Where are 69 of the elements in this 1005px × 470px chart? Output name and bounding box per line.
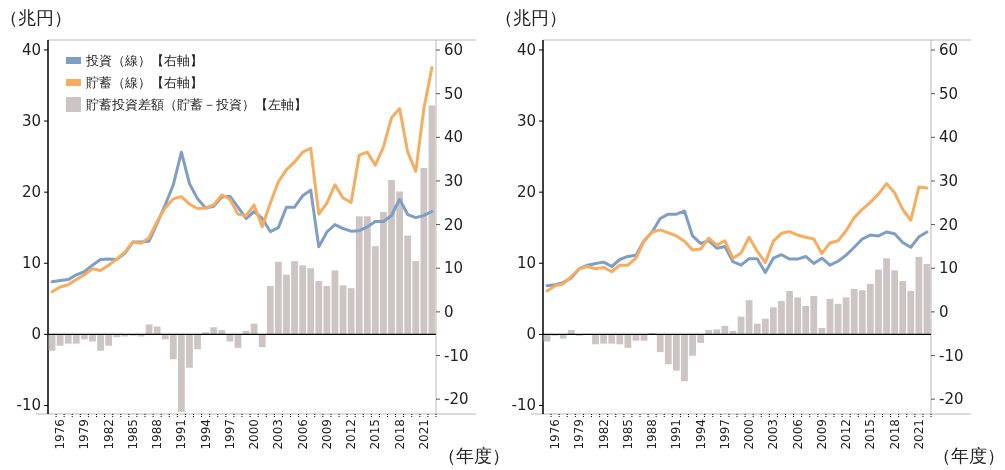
y2-tick-label: -20: [939, 390, 964, 409]
y2-tick-label: 10: [939, 259, 959, 278]
x-tick-label: 1985: [620, 419, 635, 450]
x-axis-title: （年度）: [438, 445, 510, 466]
y-tick-label: 0: [526, 325, 536, 344]
x-tick-label: 2000: [742, 419, 757, 450]
y-tick-label: 20: [21, 183, 41, 202]
legend-label: 貯蓄投資差額（貯蓄－投資）【左軸】: [86, 97, 307, 112]
x-tick-label: 2003: [766, 419, 781, 450]
y-tick-label: 30: [21, 112, 41, 131]
y2-tick-label: 30: [444, 171, 464, 190]
x-tick-label: 1982: [596, 419, 611, 450]
y2-tick-label: -10: [939, 346, 964, 365]
x-tick-label: 1994: [198, 419, 213, 450]
x-tick-label: 1979: [77, 419, 92, 450]
y2-tick-label: 10: [444, 259, 464, 278]
x-tick-label: 1976: [548, 419, 563, 450]
y2-tick-label: 0: [939, 302, 949, 321]
y-tick-label: 0: [31, 325, 41, 344]
y2-tick-label: 60: [939, 41, 959, 60]
x-tick-label: 2021: [911, 419, 926, 450]
x-tick-label: 1982: [101, 419, 116, 450]
x-tick-label: 1976: [53, 419, 68, 450]
y-tick-label: 10: [21, 254, 41, 273]
y-tick-label: 20: [516, 183, 536, 202]
y-tick-label: 30: [516, 112, 536, 131]
y-tick-label: 10: [516, 254, 536, 273]
x-tick-label: 2006: [295, 419, 310, 450]
x-tick-label: 1988: [150, 419, 165, 450]
x-tick-label: 2009: [814, 419, 829, 450]
x-tick-label: 2021: [416, 419, 431, 450]
x-tick-label: 2006: [790, 419, 805, 450]
x-tick-label: 1997: [222, 419, 237, 450]
y-tick-label: -10: [511, 396, 536, 415]
x-tick-label: 2009: [319, 419, 334, 450]
x-tick-label: 2015: [368, 419, 383, 450]
y-axis-title: （兆円）: [0, 7, 72, 28]
y2-tick-label: 40: [939, 128, 959, 147]
x-tick-label: 1994: [693, 419, 708, 450]
y2-tick-label: -10: [444, 346, 469, 365]
y2-tick-label: 30: [939, 171, 959, 190]
x-tick-label: 1988: [645, 419, 660, 450]
y-axis-title: （兆円）: [495, 7, 567, 28]
y2-tick-label: 50: [444, 84, 464, 103]
x-tick-label: 2015: [863, 419, 878, 450]
y2-tick-label: 60: [444, 41, 464, 60]
y2-tick-label: 0: [444, 302, 454, 321]
y-tick-label: -10: [16, 396, 41, 415]
x-tick-label: 2012: [839, 419, 854, 450]
x-tick-label: 1991: [174, 419, 189, 450]
y2-tick-label: 40: [444, 128, 464, 147]
y2-tick-label: 20: [444, 215, 464, 234]
x-tick-label: 2018: [887, 419, 902, 450]
x-tick-label: 2003: [271, 419, 286, 450]
x-tick-label: 2018: [392, 419, 407, 450]
y2-tick-label: 20: [939, 215, 959, 234]
legend-label: 投資（線）【右軸】: [85, 53, 203, 68]
x-axis-title: （年度）: [933, 445, 1005, 466]
y-tick-label: 40: [21, 40, 41, 59]
y-tick-label: 40: [516, 40, 536, 59]
x-tick-label: 1997: [717, 419, 732, 450]
y2-tick-label: -20: [444, 390, 469, 409]
x-tick-label: 2012: [344, 419, 359, 450]
x-tick-label: 1979: [572, 419, 587, 450]
x-tick-label: 1985: [125, 419, 140, 450]
x-tick-label: 1991: [669, 419, 684, 450]
x-tick-label: 2000: [247, 419, 262, 450]
legend-label: 貯蓄（線）【右軸】: [86, 75, 203, 90]
y2-tick-label: 50: [939, 84, 959, 103]
